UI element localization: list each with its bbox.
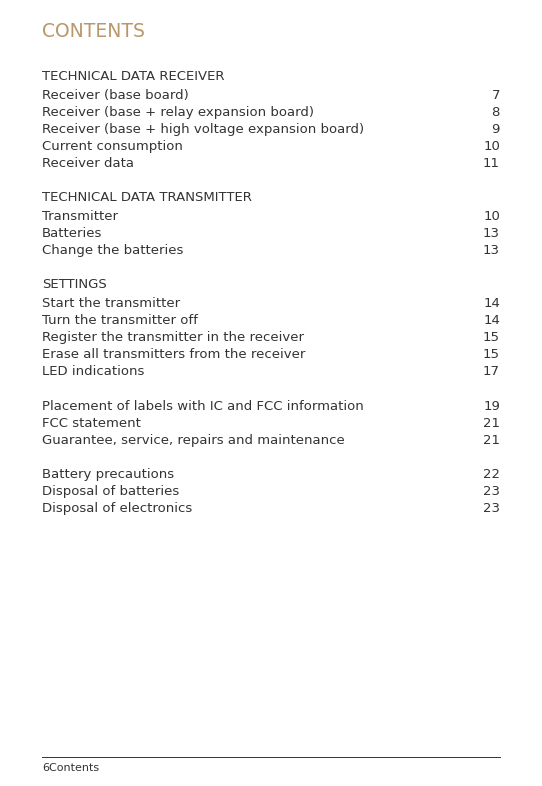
Text: Start the transmitter: Start the transmitter xyxy=(42,297,180,310)
Text: Batteries: Batteries xyxy=(42,227,102,240)
Text: 7: 7 xyxy=(492,89,500,102)
Text: 13: 13 xyxy=(483,244,500,257)
Text: 9: 9 xyxy=(492,123,500,136)
Text: 14: 14 xyxy=(483,297,500,310)
Text: Register the transmitter in the receiver: Register the transmitter in the receiver xyxy=(42,331,304,344)
Text: 22: 22 xyxy=(483,468,500,481)
Text: Disposal of electronics: Disposal of electronics xyxy=(42,502,192,515)
Text: TECHNICAL DATA TRANSMITTER: TECHNICAL DATA TRANSMITTER xyxy=(42,191,252,204)
Text: 6Contents: 6Contents xyxy=(42,763,99,773)
Text: 15: 15 xyxy=(483,348,500,361)
Text: Placement of labels with IC and FCC information: Placement of labels with IC and FCC info… xyxy=(42,400,364,413)
Text: SETTINGS: SETTINGS xyxy=(42,278,107,291)
Text: Current consumption: Current consumption xyxy=(42,140,183,153)
Text: 11: 11 xyxy=(483,157,500,170)
Text: 10: 10 xyxy=(483,210,500,223)
Text: 14: 14 xyxy=(483,314,500,327)
Text: Change the batteries: Change the batteries xyxy=(42,244,183,257)
Text: Receiver data: Receiver data xyxy=(42,157,134,170)
Text: 23: 23 xyxy=(483,502,500,515)
Text: 23: 23 xyxy=(483,485,500,498)
Text: Transmitter: Transmitter xyxy=(42,210,118,223)
Text: Turn the transmitter off: Turn the transmitter off xyxy=(42,314,198,327)
Text: 15: 15 xyxy=(483,331,500,344)
Text: Battery precautions: Battery precautions xyxy=(42,468,174,481)
Text: TECHNICAL DATA RECEIVER: TECHNICAL DATA RECEIVER xyxy=(42,70,224,83)
Text: 8: 8 xyxy=(492,106,500,119)
Text: Erase all transmitters from the receiver: Erase all transmitters from the receiver xyxy=(42,348,305,361)
Text: 19: 19 xyxy=(483,400,500,413)
Text: LED indications: LED indications xyxy=(42,365,144,378)
Text: Receiver (base board): Receiver (base board) xyxy=(42,89,189,102)
Text: 13: 13 xyxy=(483,227,500,240)
Text: 17: 17 xyxy=(483,365,500,378)
Text: FCC statement: FCC statement xyxy=(42,417,141,430)
Text: Guarantee, service, repairs and maintenance: Guarantee, service, repairs and maintena… xyxy=(42,434,345,447)
Text: 21: 21 xyxy=(483,434,500,447)
Text: 10: 10 xyxy=(483,140,500,153)
Text: CONTENTS: CONTENTS xyxy=(42,22,145,41)
Text: 21: 21 xyxy=(483,417,500,430)
Text: Receiver (base + high voltage expansion board): Receiver (base + high voltage expansion … xyxy=(42,123,364,136)
Text: Disposal of batteries: Disposal of batteries xyxy=(42,485,179,498)
Text: Receiver (base + relay expansion board): Receiver (base + relay expansion board) xyxy=(42,106,314,119)
